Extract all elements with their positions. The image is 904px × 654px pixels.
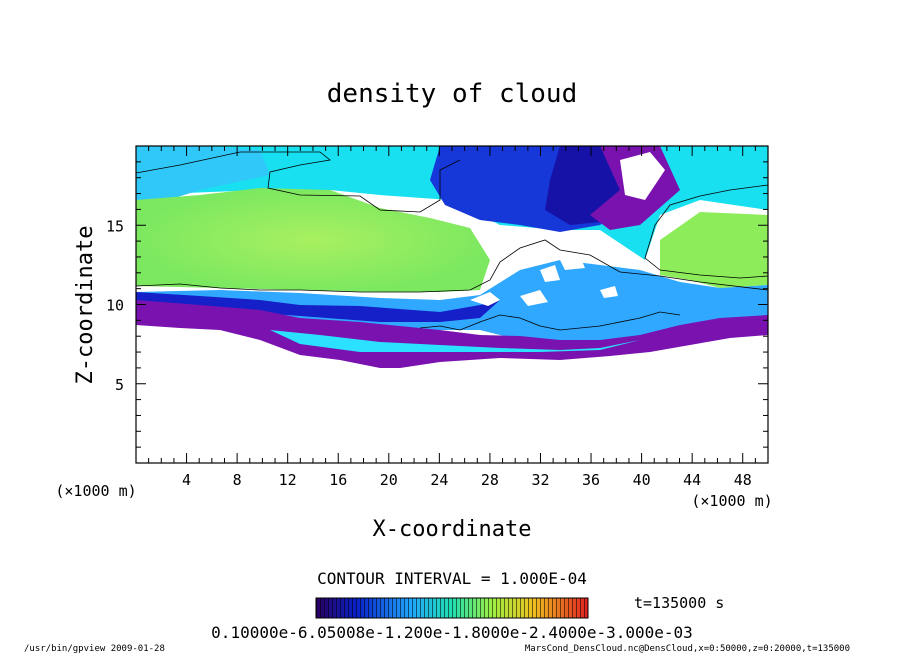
light-blue-left xyxy=(136,146,270,210)
x-unit-right: (×1000 m) xyxy=(691,492,772,510)
contour-line-right xyxy=(644,184,768,279)
contour-interval-label: CONTOUR INTERVAL = 1.000E-04 xyxy=(317,569,587,588)
x-axis-ticks: 4 8 12 16 20 24 28 32 36 40 44 48 xyxy=(148,146,756,489)
x-tick-label: 8 xyxy=(233,471,242,489)
x-tick-label: 40 xyxy=(633,471,651,489)
y-tick-label: 5 xyxy=(115,376,124,394)
x-tick-label: 24 xyxy=(430,471,448,489)
y-tick-label: 10 xyxy=(106,297,124,315)
x-tick-label: 36 xyxy=(582,471,600,489)
contour-line-lower xyxy=(136,239,768,293)
x-tick-label: 4 xyxy=(182,471,191,489)
colorbar xyxy=(315,597,589,619)
lower-dark-band xyxy=(136,292,500,322)
x-tick-label: 28 xyxy=(481,471,499,489)
time-label: t=135000 s xyxy=(634,594,724,612)
x-tick-label: 12 xyxy=(279,471,297,489)
x-tick-label: 20 xyxy=(380,471,398,489)
y-axis-ticks: 5 10 15 xyxy=(106,161,768,448)
x-unit-left: (×1000 m) xyxy=(55,482,136,500)
mid-cloud-right xyxy=(660,212,768,288)
mid-cloud-region xyxy=(136,188,490,292)
x-tick-label: 48 xyxy=(734,471,752,489)
plot-area xyxy=(136,146,768,463)
white-gaps xyxy=(470,230,618,306)
x-tick-label: 32 xyxy=(531,471,549,489)
white-hole-upper xyxy=(620,152,665,200)
footer-left: /usr/bin/gpview 2009-01-28 xyxy=(24,644,165,654)
lower-edge-region xyxy=(136,300,768,368)
y-axis-label: Z-coordinate xyxy=(73,226,98,385)
y-tick-label: 15 xyxy=(106,217,124,235)
footer-right: MarsCond_DensCloud.nc@DensCloud,x=0:5000… xyxy=(525,644,850,654)
contour-line-upper xyxy=(136,151,461,213)
chart-title: density of cloud xyxy=(327,79,577,109)
colorbar-labels: 0.10000e-6.05008e-1.200e-1.8000e-2.4000e… xyxy=(211,623,693,642)
x-axis-label: X-coordinate xyxy=(373,517,532,542)
x-tick-label: 16 xyxy=(329,471,347,489)
lower-edge-light xyxy=(270,330,640,352)
x-tick-label: 44 xyxy=(683,471,701,489)
contour-line-bottom xyxy=(419,311,681,331)
